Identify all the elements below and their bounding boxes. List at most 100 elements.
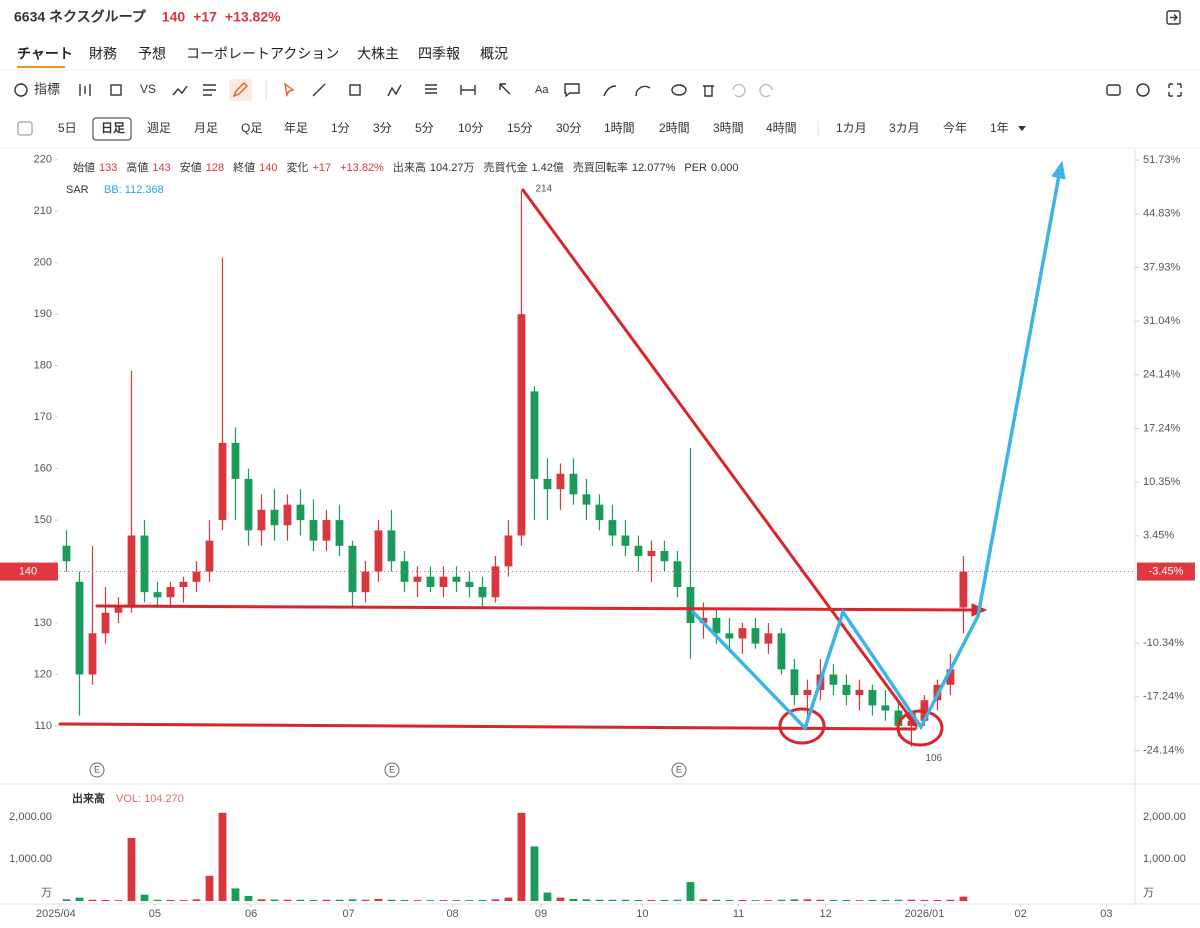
fullscreen-icon[interactable]	[1168, 83, 1182, 97]
list-icon[interactable]	[203, 84, 216, 96]
candle-body	[348, 545, 357, 593]
candle-body	[465, 581, 474, 587]
pattern-icon[interactable]	[387, 84, 402, 97]
period-button[interactable]: 10分	[458, 121, 483, 135]
candle-body	[855, 689, 864, 696]
period-button[interactable]: 年足	[284, 121, 308, 135]
candle-body	[530, 391, 539, 479]
vs-button[interactable]: VS	[140, 82, 156, 96]
arrow-icon[interactable]	[499, 83, 511, 95]
tab[interactable]: コーポレートアクション	[186, 46, 339, 62]
pen-icon[interactable]	[232, 82, 248, 98]
candle-body	[283, 504, 292, 526]
eye-icon[interactable]	[671, 84, 687, 96]
line-icon[interactable]	[172, 85, 188, 96]
text-tool[interactable]: Aa	[535, 84, 549, 96]
indicator-button[interactable]: 指標	[34, 81, 60, 96]
period-button[interactable]: Q足	[241, 121, 262, 135]
candle-body	[114, 607, 123, 613]
volume-bar	[959, 896, 968, 901]
volume-bar	[127, 838, 136, 901]
candle-body	[751, 628, 760, 644]
candle-body	[777, 633, 786, 670]
tab[interactable]: 予想	[138, 46, 166, 62]
earnings-mark[interactable]	[671, 762, 687, 778]
info-value: +13.82%	[340, 162, 384, 174]
candle-body	[205, 540, 214, 572]
camera-icon[interactable]	[1106, 84, 1121, 96]
period-button[interactable]: 1時間	[604, 121, 635, 135]
period-button[interactable]: 2時間	[659, 121, 690, 135]
undo-icon[interactable]	[732, 83, 746, 98]
tab[interactable]: 大株主	[357, 46, 399, 62]
period-button[interactable]: 今年	[943, 120, 967, 135]
x-tick-label: 2025/04	[36, 908, 76, 920]
settings-icon[interactable]	[1136, 83, 1150, 97]
period-button[interactable]: 1年	[990, 121, 1009, 135]
redo-icon[interactable]	[759, 83, 773, 98]
candle-body	[907, 720, 916, 726]
shape-icon[interactable]	[349, 84, 361, 96]
1d-icon[interactable]	[17, 121, 33, 136]
y2-tick-label: 37.93%	[1143, 261, 1181, 273]
brush-icon[interactable]	[603, 85, 617, 97]
volume-bar	[179, 900, 188, 901]
volume-bar	[257, 899, 266, 901]
period-button[interactable]: 5分	[415, 121, 434, 135]
earnings-mark[interactable]	[384, 762, 400, 778]
collapse-icon[interactable]	[1166, 10, 1181, 25]
candle-icon[interactable]	[79, 84, 91, 96]
indicator-icon[interactable]	[14, 83, 28, 97]
volume-bar	[374, 898, 383, 901]
candle-body	[829, 674, 838, 685]
y-tick-label: 160	[34, 463, 52, 475]
period-button[interactable]: 3時間	[713, 121, 744, 135]
candle-body	[634, 545, 643, 557]
candle-body	[75, 581, 84, 675]
comment-icon[interactable]	[564, 83, 580, 98]
y2-tick-label: 31.04%	[1143, 315, 1181, 327]
trash-icon[interactable]	[703, 85, 714, 97]
period-button[interactable]: 3分	[373, 121, 392, 135]
candle-body	[556, 473, 565, 490]
period-button[interactable]: 15分	[507, 121, 532, 135]
candle-body	[764, 633, 773, 644]
tab[interactable]: 四季報	[418, 46, 460, 62]
candle-body	[894, 710, 903, 726]
info-value: 128	[206, 162, 224, 174]
volume-bar	[413, 900, 422, 901]
volume-bar	[166, 899, 175, 901]
earnings-mark[interactable]	[89, 762, 105, 778]
period-button[interactable]: 4時間	[766, 121, 797, 135]
fib-icon[interactable]	[425, 84, 437, 94]
period-button[interactable]: 月足	[194, 121, 218, 135]
period-button[interactable]: 1分	[331, 121, 350, 135]
period-button[interactable]: 3カ月	[889, 121, 920, 135]
volume-bar	[62, 899, 71, 901]
candle-body	[478, 586, 487, 598]
candle-body	[790, 669, 799, 696]
volume-tick-label: 2,000.00	[9, 811, 52, 823]
volume-bar	[231, 888, 240, 901]
tab[interactable]: 概況	[480, 46, 508, 62]
tab[interactable]: 財務	[89, 46, 117, 62]
period-button[interactable]: 週足	[147, 121, 171, 135]
period-button[interactable]: 日足	[101, 121, 125, 135]
volume-bar	[894, 899, 903, 901]
volume-bar	[361, 899, 370, 901]
candle-body	[543, 478, 552, 490]
measure-icon[interactable]	[460, 85, 476, 95]
trend-icon[interactable]	[312, 83, 326, 97]
rect-icon[interactable]	[110, 84, 122, 96]
candle-body	[647, 550, 656, 557]
period-button[interactable]: 5日	[58, 121, 77, 135]
cursor-icon[interactable]	[283, 82, 295, 98]
arrow-head	[1051, 160, 1066, 180]
volume-title: 出来高	[72, 791, 105, 805]
tab[interactable]: チャート	[17, 46, 73, 62]
circle-mark	[778, 707, 826, 745]
magnet-icon[interactable]	[635, 85, 651, 97]
period-button[interactable]: 30分	[556, 121, 581, 135]
info-label: PER	[684, 162, 707, 174]
period-button[interactable]: 1カ月	[836, 121, 867, 135]
